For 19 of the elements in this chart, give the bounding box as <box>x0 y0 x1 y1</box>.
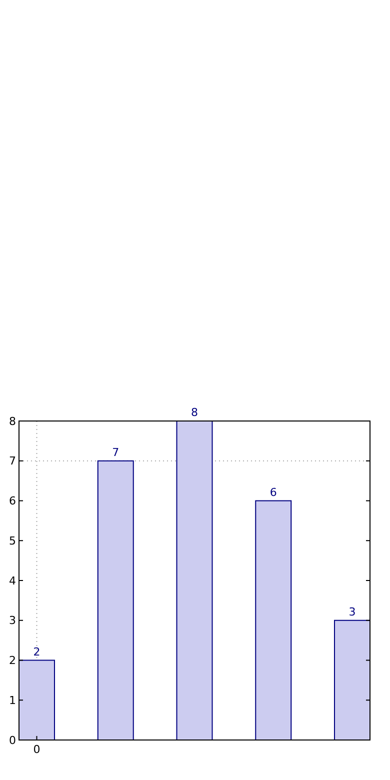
y-tick-label: 1 <box>9 694 16 707</box>
bar <box>255 500 292 740</box>
y-tick-label: 8 <box>9 414 16 428</box>
y-tick-label: 7 <box>9 454 16 468</box>
data-label: 6 <box>270 486 277 499</box>
data-label: 3 <box>348 605 356 618</box>
y-tick-label: 5 <box>9 534 16 548</box>
y-tick-label: 2 <box>9 654 16 668</box>
data-label: 2 <box>33 645 40 658</box>
y-tick-label: 3 <box>9 614 16 628</box>
bar <box>18 660 55 740</box>
data-label: 7 <box>112 446 120 459</box>
bar <box>97 460 134 740</box>
text: 0 <box>33 743 40 756</box>
y-tick-label: 4 <box>9 574 16 588</box>
bar <box>176 420 213 740</box>
bar <box>334 620 370 740</box>
data-label: 8 <box>191 406 198 419</box>
y-tick-label: 6 <box>9 494 16 508</box>
